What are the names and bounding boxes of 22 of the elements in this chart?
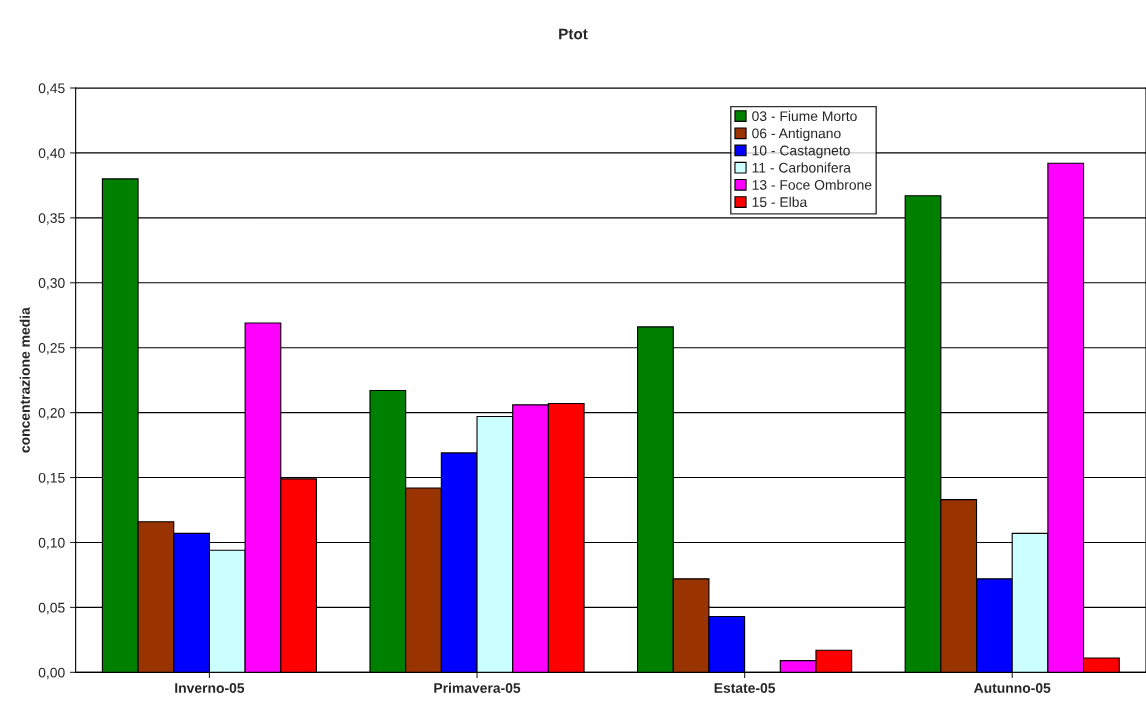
x-tick-label: Primavera-05 [434,682,521,693]
y-tick-label: 0,10 [38,537,65,550]
x-tick-label: Inverno-05 [175,683,245,693]
y-tick-label: 0,00 [38,667,65,680]
legend-label: 10 - Castagneto [752,145,850,159]
y-tick-label: 0,35 [38,213,65,225]
legend-label: 06 - Antignano [752,128,841,142]
y-tick-label: 0,15 [38,472,65,485]
y-axis-title: concentrazione media [19,307,30,453]
y-tick-label: 0,45 [38,83,65,95]
legend-label: 13 - Foce Ombrone [752,179,872,190]
y-tick-label: 0,20 [38,407,65,420]
y-tick-label: 0,30 [38,278,65,290]
y-tick-label: 0,25 [38,343,65,355]
legend-label: 15 - Elba [752,196,808,208]
y-tick-label: 0,40 [38,148,65,160]
x-tick-label: Autunno-05 [973,683,1051,693]
y-tick-label: 0,05 [38,602,65,615]
x-tick-label: Estate-05 [714,683,776,693]
chart-title: Ptot [559,28,588,40]
legend-label: 03 - Fiume Morto [752,110,857,122]
legend-label: 11 - Carbonifera [752,162,851,173]
